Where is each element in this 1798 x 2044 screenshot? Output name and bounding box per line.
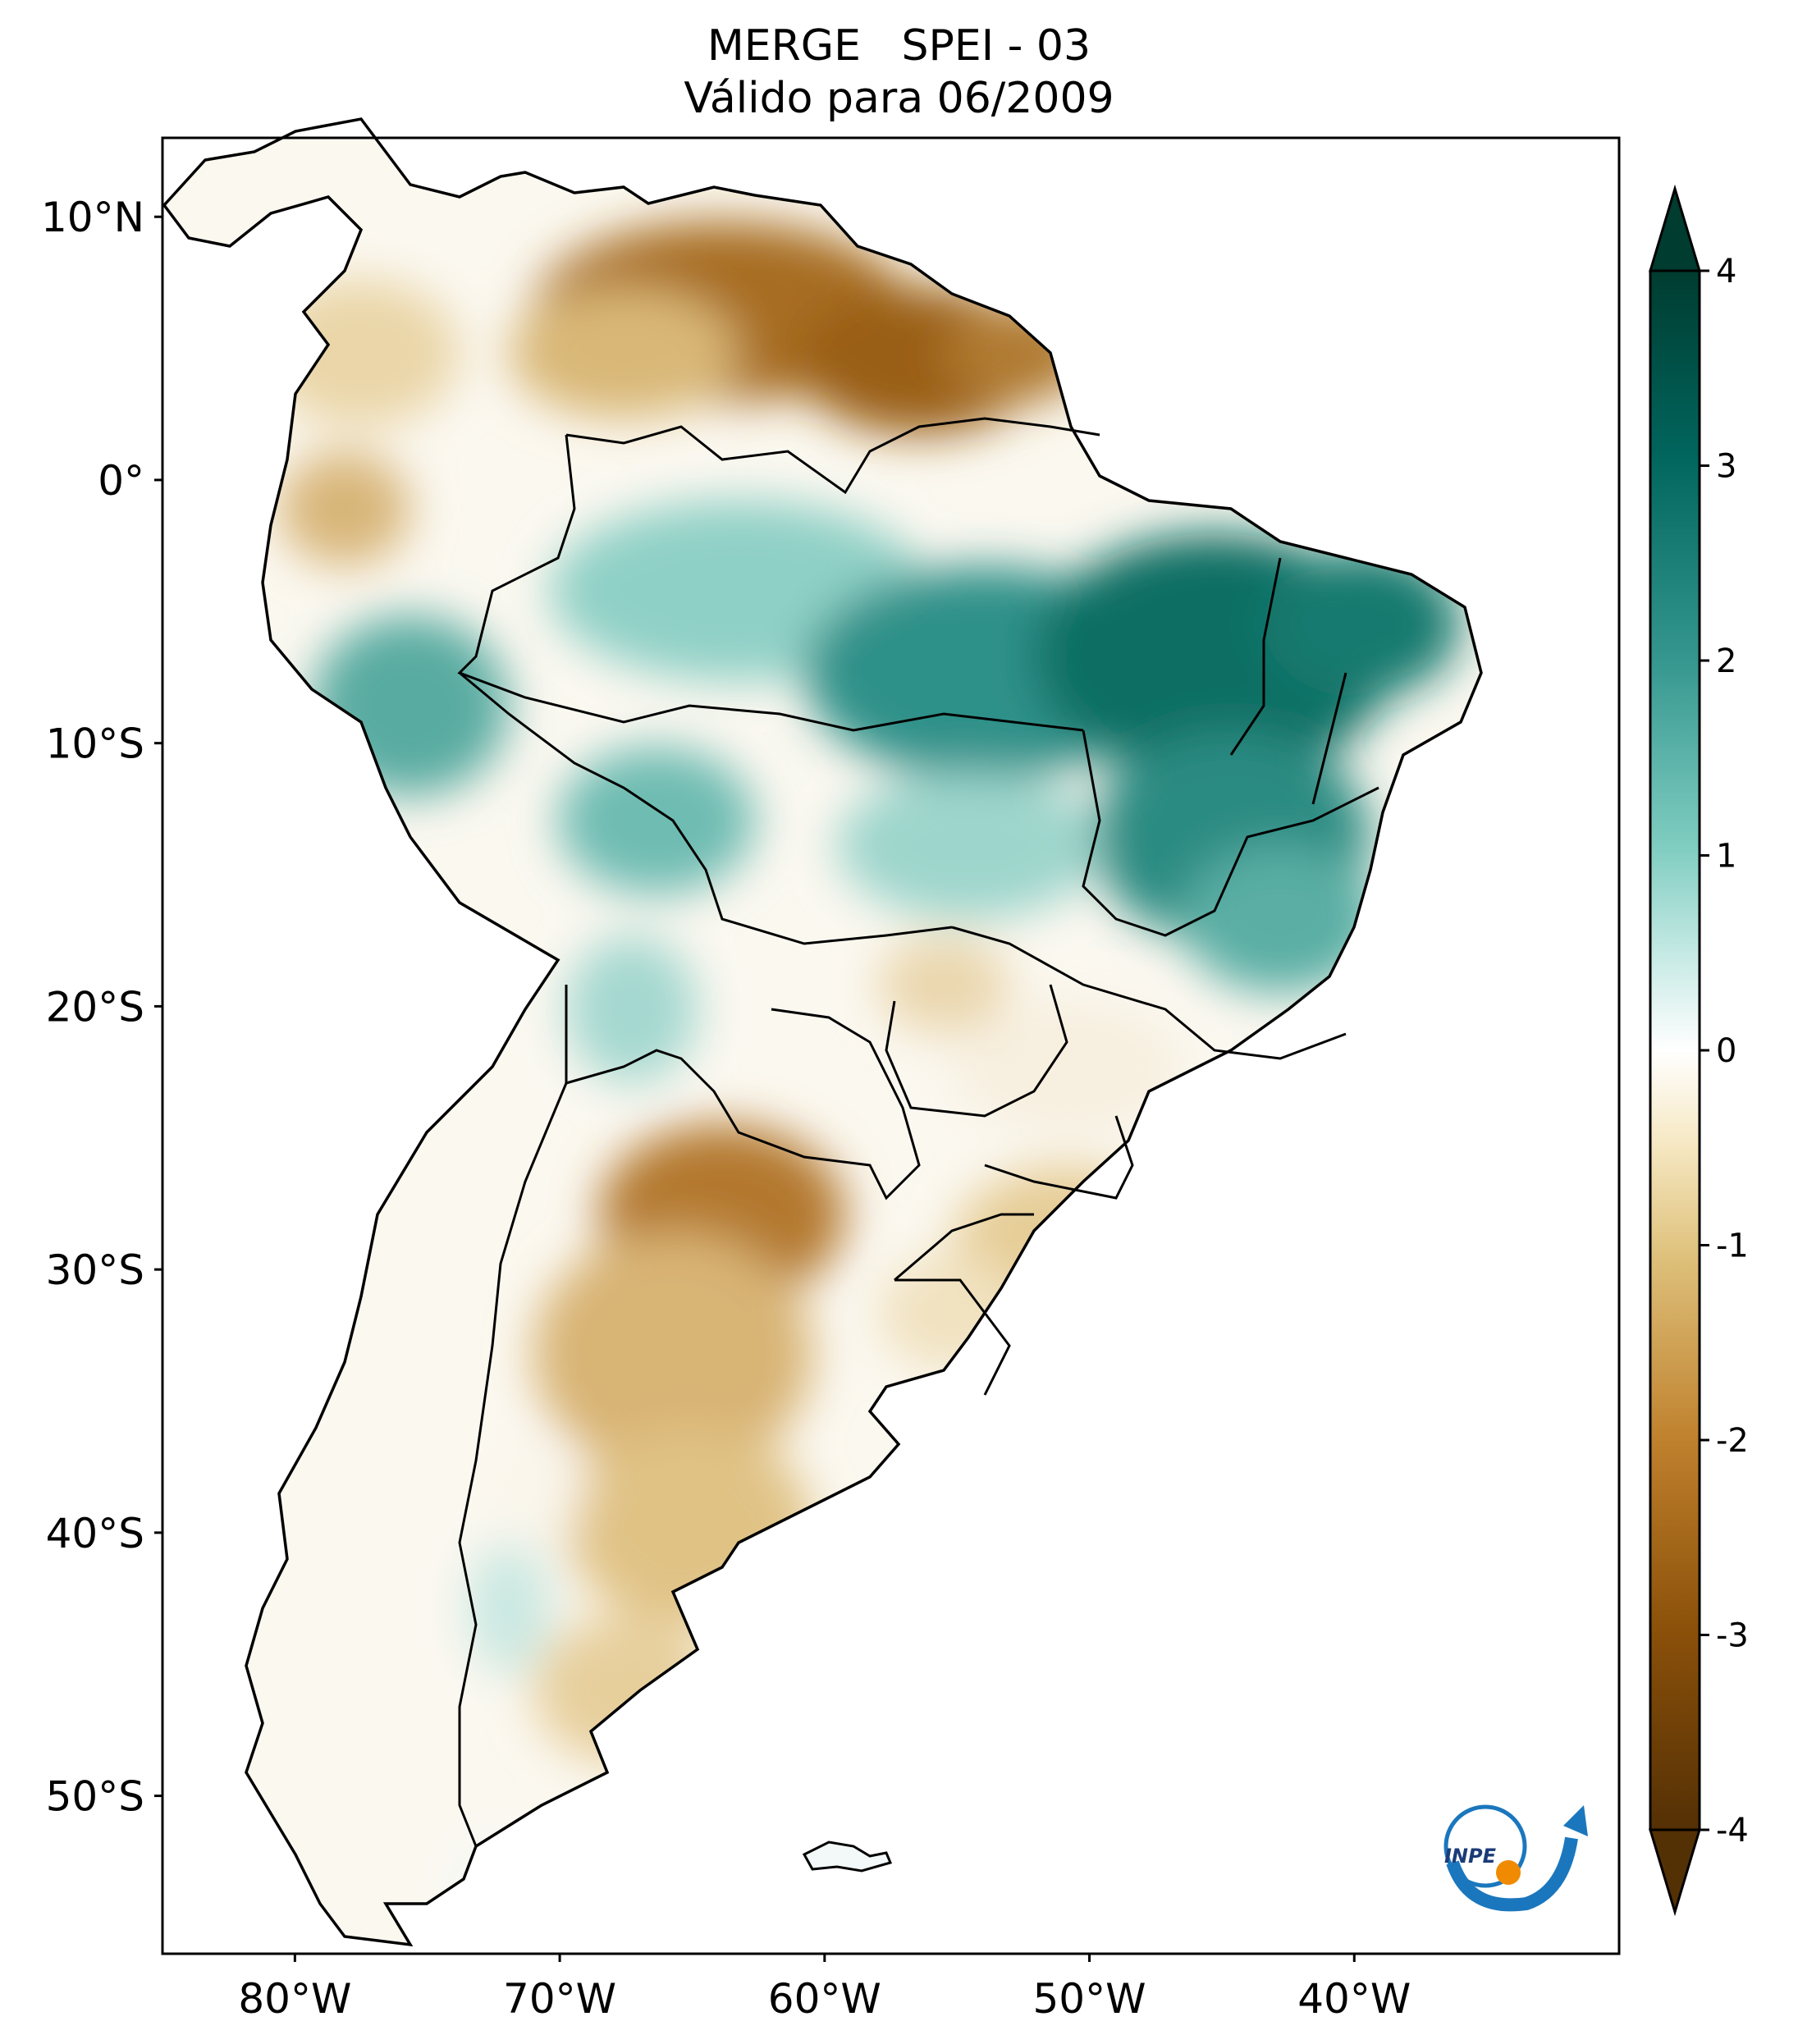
political-boundaries	[457, 417, 1379, 1847]
colorbar-tick-label: 0	[1716, 1032, 1736, 1070]
colorbar-tick-label: 1	[1716, 838, 1736, 876]
chart-subtitle: Válido para 06/2009	[684, 74, 1114, 123]
lat-tick-label: 20°S	[46, 983, 144, 1031]
falkland-islands	[802, 1841, 893, 1873]
lat-tick-label: 10°N	[41, 194, 144, 241]
lon-tick-label: 40°W	[1297, 1975, 1411, 2023]
colorbar: 4 3 2 1 0 -1 -2 -3 -4	[1648, 184, 1749, 1917]
lat-tick-label: 40°S	[46, 1510, 144, 1557]
lat-tick-label: 50°S	[46, 1773, 144, 1821]
map-frame-border	[161, 136, 1621, 1955]
inpe-logo-icon: INPE	[1443, 1804, 1588, 1912]
lat-tick-label: 10°S	[46, 720, 144, 768]
chart-title: MERGE SPEI - 03	[707, 21, 1091, 71]
colorbar-tick-label: -3	[1716, 1617, 1749, 1655]
lat-tick-label: 0°	[98, 457, 144, 505]
lon-tick-label: 80°W	[238, 1975, 351, 2023]
colorbar-tick-label: 4	[1716, 253, 1736, 290]
lat-tick-label: 30°S	[46, 1246, 144, 1294]
colorbar-extend-max	[1648, 184, 1702, 272]
colorbar-tick-label: -1	[1716, 1228, 1749, 1265]
lon-tick-label: 70°W	[503, 1975, 616, 2023]
longitude-axis: 80°W 70°W 60°W 50°W 40°W	[238, 1954, 1411, 2023]
colorbar-tick-label: 2	[1716, 642, 1736, 680]
logo-text: INPE	[1444, 1845, 1497, 1868]
lon-tick-label: 50°W	[1033, 1975, 1146, 2023]
latitude-axis: 10°N 0° 10°S 20°S 30°S 40°S 50°S	[41, 194, 162, 1821]
lon-tick-label: 60°W	[768, 1975, 881, 2023]
colorbar-tick-label: -4	[1716, 1812, 1749, 1850]
colorbar-extend-min	[1648, 1828, 1702, 1917]
colorbar-tick-label: -2	[1716, 1422, 1749, 1460]
colorbar-body	[1649, 269, 1701, 1831]
colorbar-tick-label: 3	[1716, 448, 1736, 486]
